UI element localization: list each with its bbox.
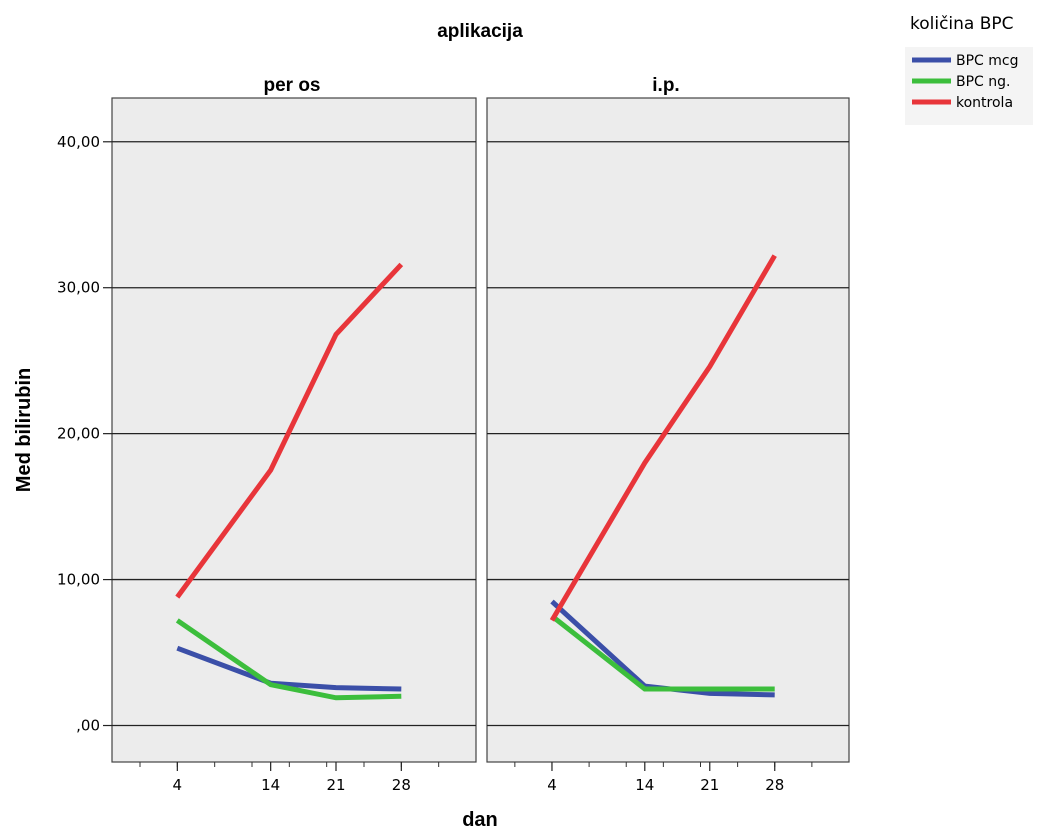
x-tick-label: 14	[635, 776, 654, 794]
y-tick-label: ,00	[76, 717, 100, 735]
chart-title: aplikacija	[437, 21, 523, 42]
x-axis-label: dan	[462, 809, 498, 831]
legend: količina BPC BPC mcg BPC ng. kontrola	[905, 14, 1033, 125]
x-tick-label: 21	[326, 776, 345, 794]
y-tick-label: 30,00	[57, 279, 100, 297]
y-axis-label: Med bilirubin	[13, 368, 35, 492]
y-tick-label: 40,00	[57, 133, 100, 151]
panel-label-per-os: per os	[263, 75, 320, 96]
y-axis: ,00 10,00 20,00 30,00 40,00	[57, 133, 112, 735]
y-tick-label: 20,00	[57, 425, 100, 443]
panel-background	[111, 97, 477, 763]
y-tick-label: 10,00	[57, 571, 100, 589]
series-line-bpc-ng	[550, 614, 775, 692]
x-tick-label: 14	[261, 776, 280, 794]
legend-title: količina BPC	[910, 14, 1014, 34]
legend-entry-label: BPC ng.	[956, 74, 1010, 90]
legend-entry-label: BPC mcg	[956, 53, 1019, 69]
series-line-kontrola	[549, 254, 777, 622]
x-tick-label: 21	[700, 776, 719, 794]
legend-entry-label: kontrola	[956, 95, 1013, 111]
series-line-kontrola	[175, 262, 404, 599]
x-tick-label: 4	[547, 776, 557, 794]
x-tick-label: 28	[392, 776, 411, 794]
x-tick-label: 4	[173, 776, 183, 794]
panel-ip: 4 14 21 28	[486, 97, 850, 794]
panel-label-ip: i.p.	[652, 75, 679, 96]
series-line-bpc-mcg	[176, 645, 402, 692]
x-tick-label: 28	[765, 776, 784, 794]
panel-per-os: 4 14 21 28	[111, 97, 477, 794]
series-line-bpc-ng	[175, 618, 402, 701]
